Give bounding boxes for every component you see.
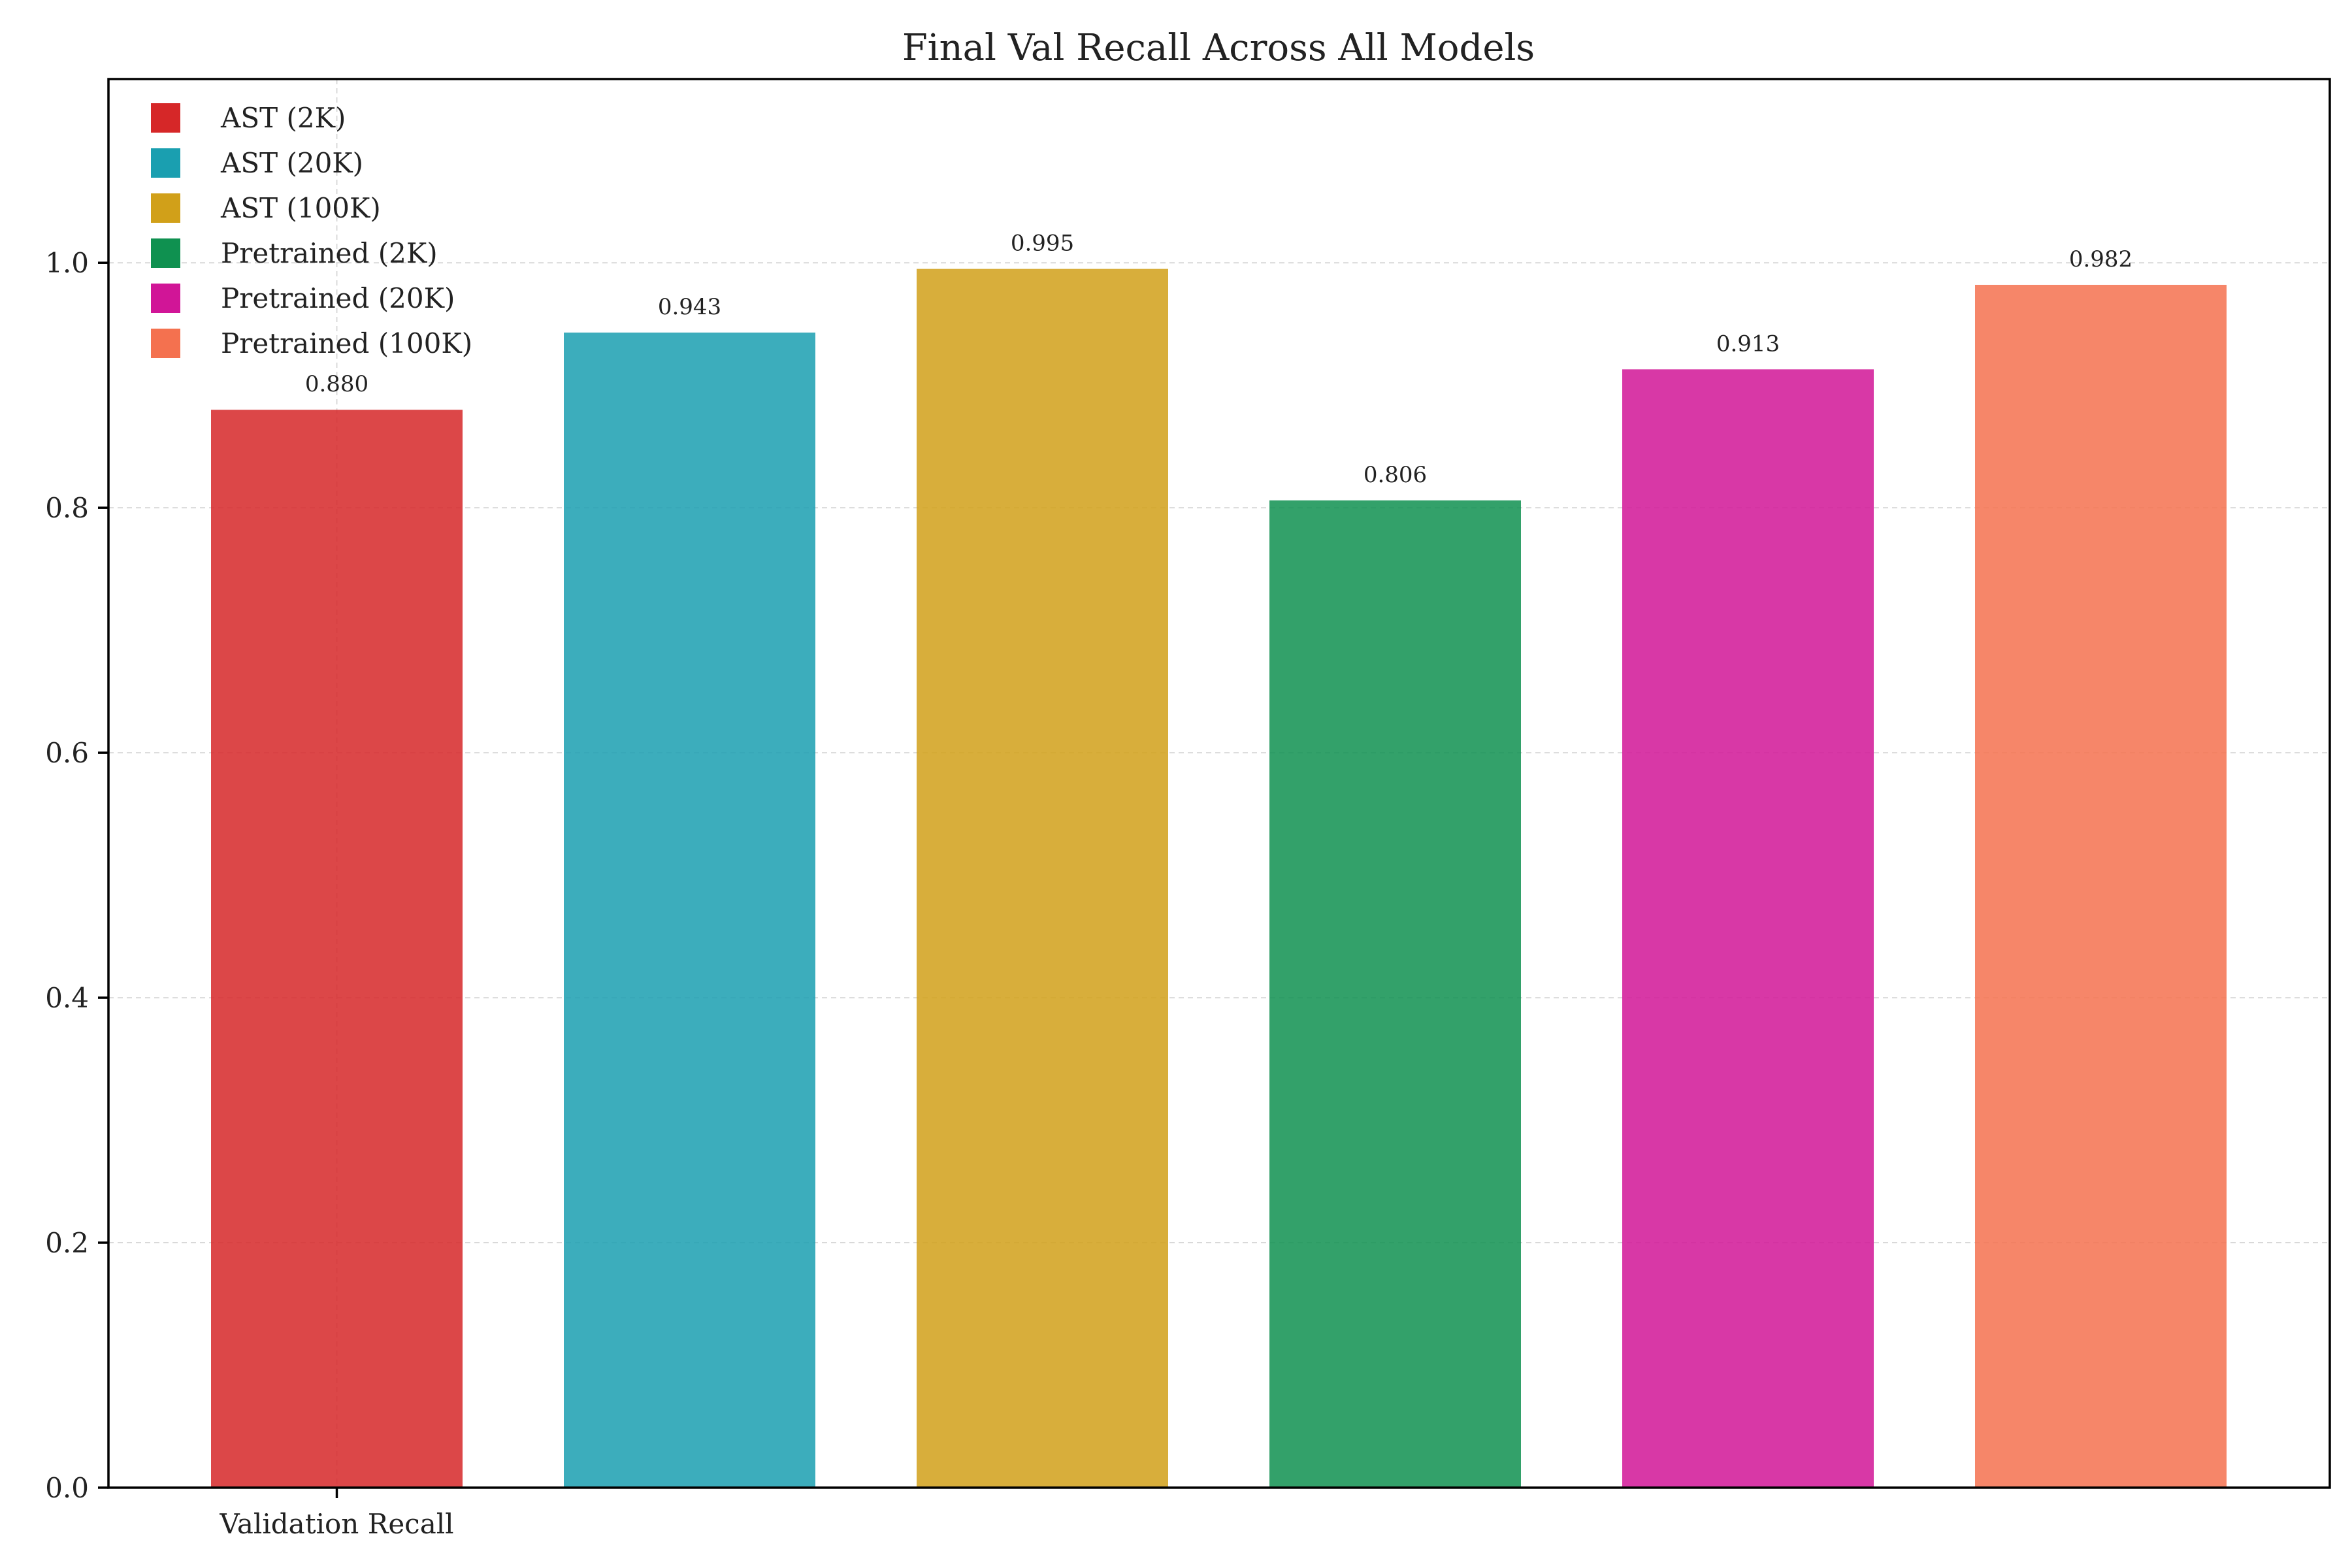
legend-swatch (151, 148, 180, 178)
bars (211, 269, 2227, 1488)
y-tick-label: 0.0 (45, 1472, 89, 1504)
plot-frame (107, 78, 2331, 1489)
bar-value-label: 0.943 (658, 294, 721, 320)
x-tick-label: Validation Recall (219, 1508, 453, 1540)
bar (211, 410, 463, 1488)
bar-value-label: 0.806 (1364, 462, 1427, 488)
value-labels: 0.880 0.943 0.995 0.806 0.913 0.982 (305, 231, 2132, 488)
legend-swatch (151, 284, 180, 313)
legend-label: AST (100K) (220, 192, 381, 224)
legend-label: AST (2K) (220, 102, 346, 134)
bar-value-label: 0.913 (1716, 331, 1780, 357)
bar (1622, 369, 1874, 1488)
bar-value-label: 0.880 (305, 371, 368, 397)
y-tick-label: 0.2 (45, 1227, 89, 1259)
bar (1269, 500, 1521, 1488)
bar-value-label: 0.982 (2069, 246, 2132, 272)
chart-title: Final Val Recall Across All Models (902, 27, 1535, 69)
bar (564, 333, 815, 1488)
y-tick-label: 1.0 (45, 247, 89, 279)
legend: AST (2K) AST (20K) AST (100K) Pretrained (2… (151, 102, 472, 359)
y-tick-label: 0.4 (45, 982, 89, 1014)
legend-swatch (151, 103, 180, 133)
legend-label: AST (20K) (220, 147, 363, 179)
y-tick-label: 0.6 (45, 737, 89, 769)
bar-value-label: 0.995 (1011, 231, 1074, 257)
x-axis-ticks: Validation Recall (219, 1488, 454, 1540)
legend-swatch (151, 238, 180, 268)
legend-swatch (151, 329, 180, 358)
legend-label: Pretrained (100K) (221, 327, 472, 359)
legend-swatch (151, 193, 180, 223)
legend-label: Pretrained (2K) (221, 237, 438, 269)
bar (917, 269, 1168, 1488)
legend-label: Pretrained (20K) (221, 282, 455, 314)
y-tick-label: 0.8 (45, 492, 89, 524)
bar (1975, 284, 2227, 1488)
y-axis-ticks: 0.0 0.2 0.4 0.6 0.8 1.0 (45, 247, 108, 1504)
